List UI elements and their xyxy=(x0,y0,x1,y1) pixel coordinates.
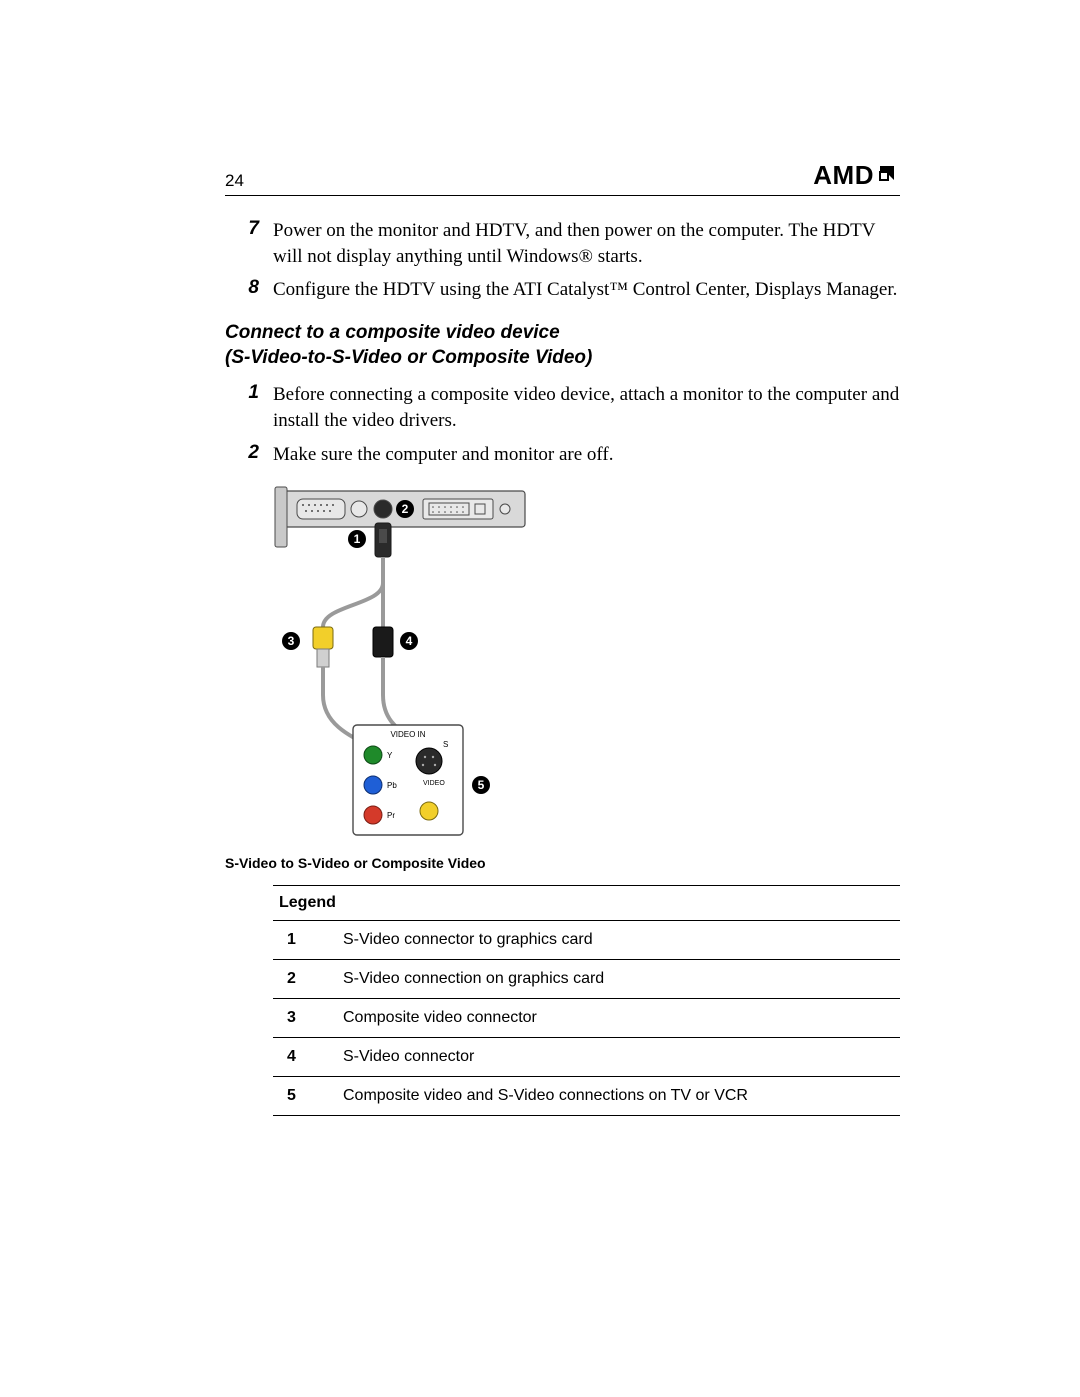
section-title-line1: Connect to a composite video device xyxy=(225,322,560,343)
callout-5-label: 5 xyxy=(478,778,485,792)
top-steps: 7 Power on the monitor and HDTV, and the… xyxy=(225,218,900,303)
section-steps: 1 Before connecting a composite video de… xyxy=(225,382,900,467)
legend-table: Legend 1 S-Video connector to graphics c… xyxy=(273,885,900,1116)
table-row: 2 S-Video connection on graphics card xyxy=(273,960,900,999)
legend-num: 3 xyxy=(273,999,337,1038)
legend-text: S-Video connector to graphics card xyxy=(337,921,900,960)
callout-2-label: 2 xyxy=(402,502,409,516)
page: 24 AMD 7 Power on the monitor and HDTV, … xyxy=(0,0,1080,1397)
panel-y-label: Y xyxy=(387,751,393,760)
figure-caption: S-Video to S-Video or Composite Video xyxy=(225,855,900,871)
callout-3-label: 3 xyxy=(288,634,295,648)
callout-4-label: 4 xyxy=(406,634,413,648)
panel-pr-label: Pr xyxy=(387,811,395,820)
legend-header: Legend xyxy=(273,886,900,921)
legend-num: 1 xyxy=(273,921,337,960)
step-text: Power on the monitor and HDTV, and then … xyxy=(273,218,900,269)
section-title-line2: (S-Video-to-S-Video or Composite Video) xyxy=(225,347,592,368)
page-number: 24 xyxy=(225,171,244,191)
step-item: 8 Configure the HDTV using the ATI Catal… xyxy=(225,277,900,303)
step-text: Make sure the computer and monitor are o… xyxy=(273,442,900,468)
panel-video-in-label: VIDEO IN xyxy=(390,730,425,739)
brand-logo: AMD xyxy=(813,160,900,191)
step-item: 1 Before connecting a composite video de… xyxy=(225,382,900,433)
legend-text: S-Video connector xyxy=(337,1038,900,1077)
step-number: 8 xyxy=(225,277,273,303)
section-title: Connect to a composite video device (S-V… xyxy=(225,321,900,370)
brand-text: AMD xyxy=(813,160,874,191)
legend-num: 4 xyxy=(273,1038,337,1077)
table-row: 1 S-Video connector to graphics card xyxy=(273,921,900,960)
callout-1-label: 1 xyxy=(354,532,361,546)
step-item: 2 Make sure the computer and monitor are… xyxy=(225,442,900,468)
legend-num: 2 xyxy=(273,960,337,999)
panel-s-label: S xyxy=(443,740,448,749)
page-header: 24 AMD xyxy=(225,160,900,196)
step-number: 1 xyxy=(225,382,273,433)
panel-pb-label: Pb xyxy=(387,781,397,790)
legend-text: S-Video connection on graphics card xyxy=(337,960,900,999)
step-item: 7 Power on the monitor and HDTV, and the… xyxy=(225,218,900,269)
connection-diagram: 2 1 3 xyxy=(273,485,533,845)
brand-arrow-icon xyxy=(876,160,900,191)
legend-text: Composite video connector xyxy=(337,999,900,1038)
legend-text: Composite video and S-Video connections … xyxy=(337,1077,900,1116)
table-row: 3 Composite video connector xyxy=(273,999,900,1038)
step-number: 7 xyxy=(225,218,273,269)
panel-video-label: VIDEO xyxy=(423,780,445,787)
table-row: 4 S-Video connector xyxy=(273,1038,900,1077)
legend-num: 5 xyxy=(273,1077,337,1116)
step-text: Before connecting a composite video devi… xyxy=(273,382,900,433)
step-number: 2 xyxy=(225,442,273,468)
step-text: Configure the HDTV using the ATI Catalys… xyxy=(273,277,900,303)
table-row: 5 Composite video and S-Video connection… xyxy=(273,1077,900,1116)
